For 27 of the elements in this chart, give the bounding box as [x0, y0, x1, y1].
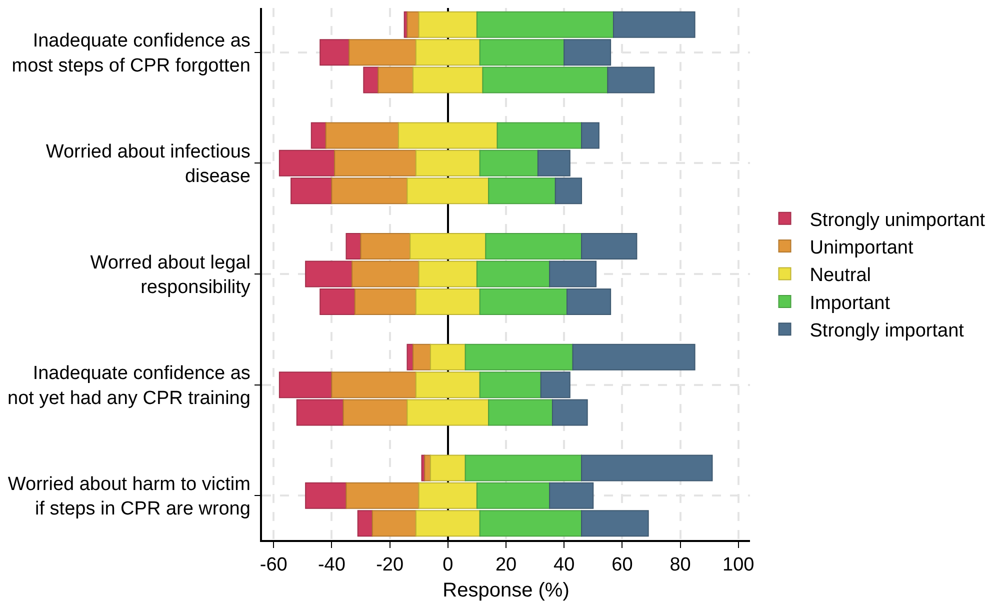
bar	[572, 344, 696, 370]
x-axis-title: Response (%)	[442, 580, 570, 602]
legend-label: Strongly unimportant	[810, 210, 986, 231]
bar	[363, 66, 379, 94]
x-tick-label: 40	[554, 554, 575, 576]
y-tick-label: Inadequate confidence as most steps of CPR forgotten	[12, 30, 250, 76]
bar	[612, 11, 696, 38]
bar	[305, 482, 347, 509]
x-tick-label: -60	[260, 554, 288, 576]
bar	[320, 39, 350, 66]
bar	[357, 510, 373, 537]
x-tick-label: -20	[376, 554, 404, 576]
y-tick-label: Worried about infectious disease	[46, 141, 250, 188]
x-tick-label: -40	[318, 554, 346, 576]
legend-label: Strongly important	[810, 320, 965, 342]
y-tick-label: Worried about harm to victim if steps in CPR are wrong	[8, 474, 250, 520]
y-tick-label: Inadequate confidence as not yet had any CPR training	[8, 363, 250, 409]
legend-label: Important	[810, 292, 891, 314]
bar	[581, 122, 600, 149]
x-tick-label: 100	[722, 554, 754, 576]
x-tick-label: 20	[495, 554, 517, 576]
legend-label: Neutral	[810, 265, 872, 286]
legend-label: Unimportant	[810, 237, 914, 258]
x-tick-label: 0	[442, 554, 454, 576]
x-tick-label: 60	[612, 554, 633, 576]
x-tick-label: 80	[670, 554, 691, 576]
y-tick-label: Worred about legal responsibility	[90, 252, 251, 298]
